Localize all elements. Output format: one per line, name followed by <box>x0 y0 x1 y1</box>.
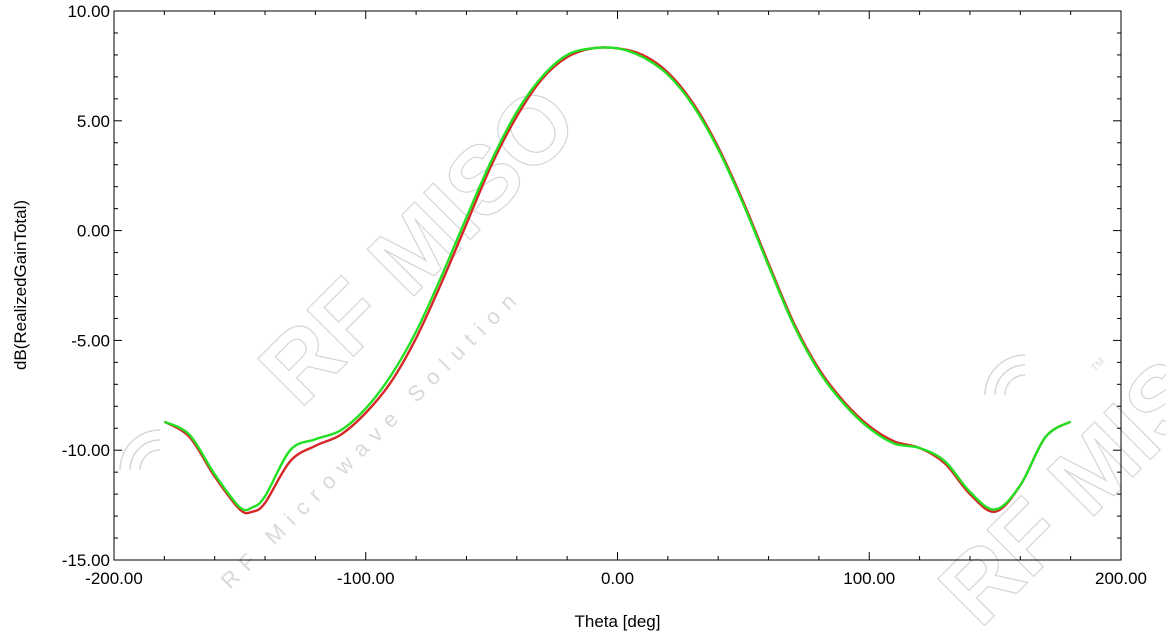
watermark-tm: TM <box>1089 356 1107 374</box>
x-tick-label: 0.00 <box>601 569 634 588</box>
x-tick-label: 100.00 <box>843 569 895 588</box>
series-line-2 <box>163 46 1072 512</box>
y-tick-label: 0.00 <box>77 222 110 241</box>
series-layer <box>163 46 1072 515</box>
watermark-wifi-icon <box>119 354 1026 471</box>
y-tick-label: -15.00 <box>62 551 110 570</box>
tick-labels: -200.00 -100.00 0.00 100.00 200.00 -15.00 -10.… <box>62 2 1147 588</box>
y-tick-label: 10.00 <box>67 2 110 21</box>
x-tick-label: 200.00 <box>1095 569 1147 588</box>
y-tick-label: -5.00 <box>71 331 110 350</box>
plot-area <box>113 10 1122 561</box>
x-tick-label: -200.00 <box>85 569 143 588</box>
y-tick-label: 5.00 <box>77 112 110 131</box>
y-axis-label: dB(RealizedGainTotal) <box>11 200 30 370</box>
watermark: RF MISO RF Microwave Solution RF MISO TM <box>119 66 1166 637</box>
axis-ticks <box>113 10 1122 561</box>
x-tick-label: -100.00 <box>337 569 395 588</box>
watermark-brand: RF MISO <box>239 66 597 424</box>
x-axis-label: Theta [deg] <box>574 612 660 631</box>
y-tick-label: -10.00 <box>62 441 110 460</box>
